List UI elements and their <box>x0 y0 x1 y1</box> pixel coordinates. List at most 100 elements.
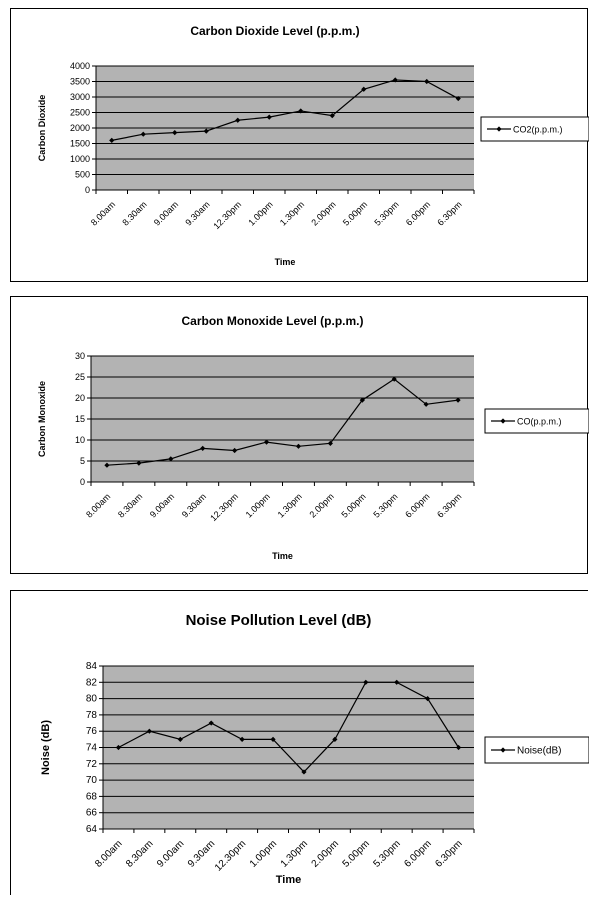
y-tick-label: 4000 <box>70 61 90 71</box>
data-point <box>295 443 302 449</box>
y-axis-label: Carbon Dioxide <box>37 95 47 162</box>
data-point <box>109 137 115 143</box>
x-tick-label: 1.00pm <box>246 199 274 227</box>
x-tick-label: 6.00pm <box>404 199 432 227</box>
x-tick-label: 6.30pm <box>433 838 464 869</box>
y-axis-label: Carbon Monoxide <box>37 381 47 457</box>
noise-chart: Noise Pollution Level (dB) 64 66 68 70 72 74 76… <box>40 612 589 886</box>
x-tick-label: 8.00am <box>89 199 117 227</box>
y-tick-label: 82 <box>86 677 98 688</box>
y-tick-label: 20 <box>75 393 85 403</box>
y-tick-label: 76 <box>86 726 98 737</box>
series-line <box>118 681 460 773</box>
x-tick-label: 6.30pm <box>435 491 463 519</box>
y-tick-label: 80 <box>86 694 98 705</box>
data-point <box>203 128 209 134</box>
data-point <box>140 131 146 137</box>
y-axis-label: Noise (dB) <box>40 720 52 775</box>
x-tick-label: 12.30pm <box>213 838 248 873</box>
y-tick-label: 0 <box>80 477 85 487</box>
co2-chart: Carbon Dioxide Level (p.p.m.) 0 500 1000 150… <box>37 24 589 267</box>
data-point <box>424 78 430 85</box>
y-tick-label: 72 <box>86 759 98 770</box>
x-tick-label: 8.30am <box>120 199 148 227</box>
co-chart: Carbon Monoxide Level (p.p.m.) 0 5 10 15 20 25… <box>37 314 589 561</box>
y-tick-label: 500 <box>75 170 90 180</box>
data-point <box>263 439 270 445</box>
y-tick-label: 30 <box>75 351 85 361</box>
data-point <box>361 86 367 92</box>
x-tick-label: 6.30pm <box>435 199 463 227</box>
data-point <box>172 130 178 136</box>
y-tick-label: 84 <box>86 661 98 672</box>
x-tick-label: 6.00pm <box>403 491 431 519</box>
data-point <box>235 117 241 123</box>
y-tick-label: 2500 <box>70 108 90 118</box>
x-tick-label: 5.30pm <box>372 199 400 227</box>
x-tick-label: 1.00pm <box>244 491 272 519</box>
legend-marker <box>500 418 506 424</box>
y-tick-label: 64 <box>86 824 98 835</box>
x-axis-label: Time <box>276 874 301 886</box>
legend-marker <box>500 747 506 753</box>
chart-title: Noise Pollution Level (dB) <box>186 612 372 629</box>
x-tick-label: 1.00pm <box>248 838 279 869</box>
y-tick-label: 66 <box>86 808 98 819</box>
x-tick-label: 5.30pm <box>371 838 402 869</box>
x-tick-label: 1.30pm <box>279 838 310 869</box>
data-point <box>329 113 335 119</box>
y-tick-label: 1500 <box>70 139 90 149</box>
data-point <box>208 720 214 726</box>
y-tick-label: 10 <box>75 435 85 445</box>
x-tick-label: 5.00pm <box>341 838 372 869</box>
y-tick-label: 3500 <box>70 77 90 87</box>
series-line <box>106 378 459 466</box>
x-tick-label: 9.00am <box>152 199 180 227</box>
y-tick-label: 25 <box>75 372 85 382</box>
data-point <box>146 728 152 734</box>
y-tick-label: 3000 <box>70 92 90 102</box>
x-tick-label: 1.30pm <box>276 491 304 519</box>
y-tick-label: 68 <box>86 791 98 802</box>
x-tick-label: 5.30pm <box>371 491 399 519</box>
x-tick-label: 6.00pm <box>402 838 433 869</box>
x-tick-label: 8.00am <box>84 491 112 519</box>
x-tick-label: 12.30pm <box>208 491 240 523</box>
series-line <box>111 79 459 141</box>
data-point <box>423 401 429 407</box>
legend-label: CO2(p.p.m.) <box>513 125 563 135</box>
data-point <box>455 744 462 751</box>
data-point <box>104 462 110 468</box>
data-point <box>266 114 272 120</box>
x-tick-label: 8.30am <box>116 491 144 519</box>
x-tick-label: 2.00pm <box>310 838 341 869</box>
legend-label: CO(p.p.m.) <box>517 417 562 427</box>
x-tick-label: 5.00pm <box>339 491 367 519</box>
data-point <box>298 108 304 114</box>
legend-label: Noise(dB) <box>517 746 561 757</box>
x-tick-label: 9.30am <box>183 199 211 227</box>
data-point <box>455 95 461 102</box>
y-tick-label: 74 <box>86 743 98 754</box>
data-point <box>392 77 398 83</box>
y-tick-label: 78 <box>86 710 98 721</box>
y-tick-label: 2000 <box>70 123 90 133</box>
y-tick-label: 0 <box>85 185 90 195</box>
x-tick-label: 8.00am <box>93 838 124 869</box>
x-tick-label: 9.30am <box>180 491 208 519</box>
y-tick-label: 1000 <box>70 154 90 164</box>
y-tick-label: 70 <box>86 775 98 786</box>
chart-panel-co2: Carbon Dioxide Level (p.p.m.) 0 500 1000 150… <box>10 8 589 282</box>
data-point <box>115 744 122 751</box>
y-tick-label: 15 <box>75 414 85 424</box>
x-tick-label: 12.30pm <box>211 199 243 231</box>
x-tick-label: 9.00am <box>155 838 186 869</box>
x-axis-label: Time <box>272 551 293 561</box>
x-tick-label: 8.30am <box>124 838 155 869</box>
chart-panel-noise: Noise Pollution Level (dB) 64 66 68 70 72 74 76… <box>10 590 589 895</box>
x-tick-label: 2.00pm <box>309 199 337 227</box>
y-tick-label: 5 <box>80 456 85 466</box>
x-tick-label: 1.30pm <box>278 199 306 227</box>
x-tick-label: 9.00am <box>148 491 176 519</box>
chart-panel-co: Carbon Monoxide Level (p.p.m.) 0 5 10 15 20 25… <box>10 296 589 574</box>
